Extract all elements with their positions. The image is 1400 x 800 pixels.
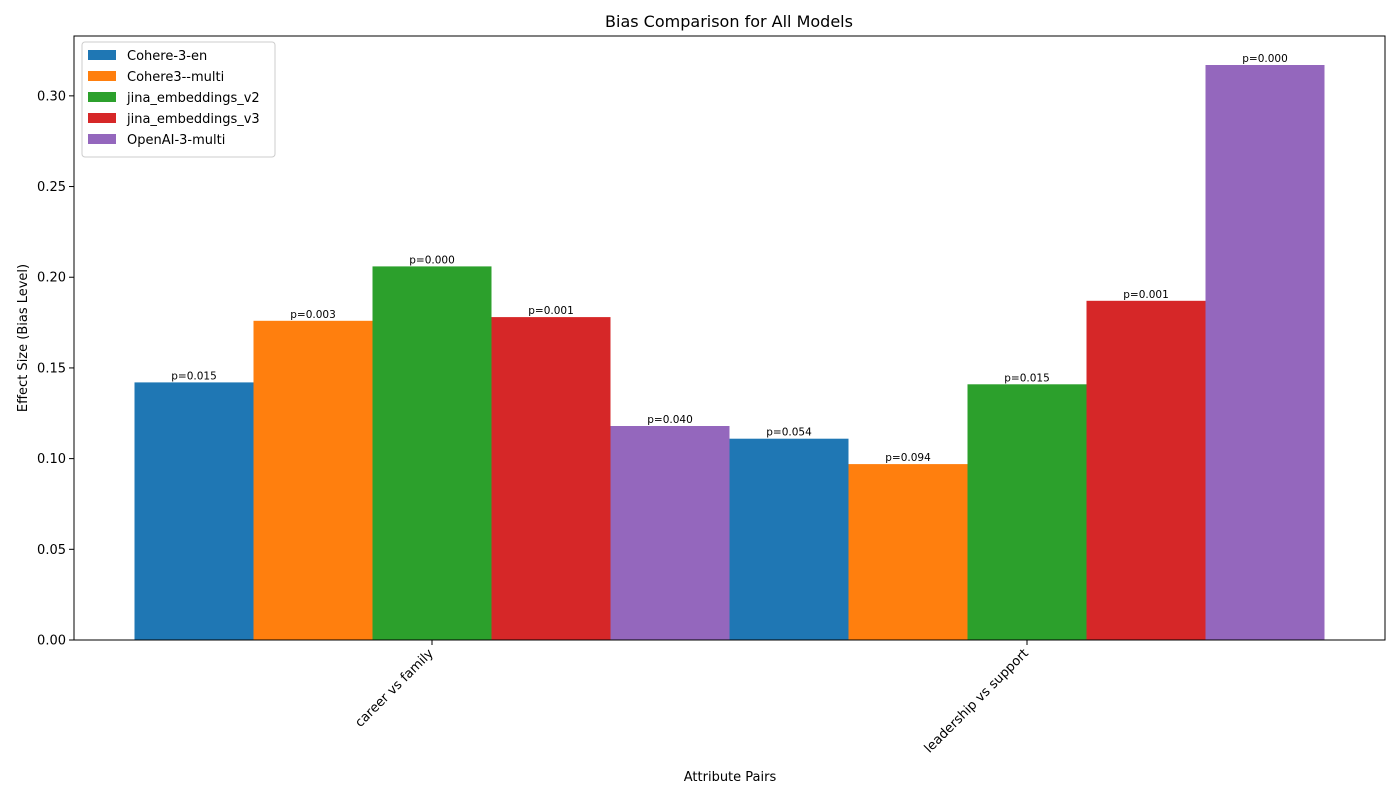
x-tick-label: career vs family [352, 646, 437, 731]
y-axis-label: Effect Size (Bias Level) [16, 264, 31, 412]
legend-swatch [88, 92, 116, 102]
bar-annotation: p=0.001 [1123, 289, 1169, 301]
legend-swatch [88, 50, 116, 60]
bar-annotation: p=0.015 [171, 370, 217, 382]
bar-openai-3-multi-1 [1205, 65, 1325, 640]
bar-jina-embeddings-v2-0 [372, 266, 492, 640]
bar-cohere-3-en-0 [134, 382, 254, 640]
y-tick-label: 0.00 [37, 634, 66, 649]
bar-annotation: p=0.000 [409, 254, 455, 266]
bar-openai-3-multi-0 [610, 426, 730, 640]
legend-frame [81, 41, 276, 158]
plot-frame [73, 35, 1386, 641]
legend-label: jina_embeddings_v3 [126, 112, 260, 127]
bar-annotation: p=0.003 [290, 309, 336, 321]
x-axis-label: Attribute Pairs [684, 770, 777, 785]
annotations-group: p=0.015 p=0.054 p=0.003 p=0.094 p=0.000 p=0.0… [171, 53, 1288, 464]
y-tick-label: 0.30 [37, 89, 66, 104]
bars-group [134, 65, 1325, 640]
y-tick-label: 0.20 [37, 271, 66, 286]
legend: Cohere-3-en Cohere3--multi jina_embeddings… [81, 41, 276, 158]
x-axis: career vs family leadership vs support [352, 640, 1032, 756]
bar-annotation: p=0.040 [647, 414, 693, 426]
legend-label: Cohere-3-en [127, 49, 207, 64]
x-tick-label: leadership vs support [922, 646, 1032, 756]
bar-jina-embeddings-v3-1 [1086, 300, 1206, 640]
legend-label: jina_embeddings_v2 [126, 91, 260, 106]
bar-annotation: p=0.000 [1242, 53, 1288, 65]
bar-annotation: p=0.094 [885, 452, 931, 464]
bar-jina-embeddings-v2-1 [967, 384, 1087, 640]
y-tick-label: 0.10 [37, 452, 66, 467]
legend-swatch [88, 113, 116, 123]
bar-jina-embeddings-v3-0 [491, 317, 611, 640]
legend-label: OpenAI-3-multi [127, 133, 225, 148]
y-tick-label: 0.15 [37, 361, 66, 376]
legend-swatch [88, 71, 116, 81]
bar-annotation: p=0.015 [1004, 372, 1050, 384]
y-tick-label: 0.05 [37, 543, 66, 558]
bar-annotation: p=0.054 [766, 427, 812, 439]
bar-cohere-3-en-1 [729, 438, 849, 640]
y-tick-label: 0.25 [37, 180, 66, 195]
legend-swatch [88, 134, 116, 144]
bar-cohere3-multi-0 [253, 320, 373, 640]
bar-cohere3-multi-1 [848, 464, 968, 640]
legend-label: Cohere3--multi [127, 70, 224, 85]
y-axis: 0.00 0.05 0.10 0.15 0.20 0.25 0.30 [37, 89, 74, 649]
bar-annotation: p=0.001 [528, 305, 574, 317]
chart-title: Bias Comparison for All Models [605, 12, 853, 31]
